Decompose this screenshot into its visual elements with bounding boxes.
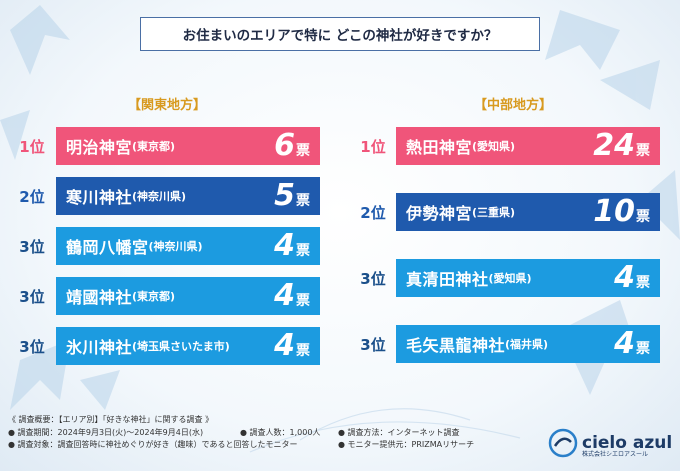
vote-unit: 票 xyxy=(296,343,310,359)
rank-label: 3位 xyxy=(19,238,45,256)
shrine-prefecture: (三重県) xyxy=(472,206,516,219)
shrine-name: 氷川神社 xyxy=(66,338,133,357)
shrine-name: 熱田神宮 xyxy=(406,138,473,157)
shrine-prefecture: (東京都) xyxy=(132,140,176,153)
shrine-name: 毛矢黒龍神社 xyxy=(406,336,506,355)
ranking-bar: 鶴岡八幡宮 (神奈川県) 4 票 xyxy=(56,227,320,265)
rank-label: 1位 xyxy=(19,138,45,156)
rank-label: 2位 xyxy=(19,188,45,206)
shrine-prefecture: (神奈川県) xyxy=(148,240,203,253)
rank-label: 3位 xyxy=(19,338,45,356)
logo-wordmark: cielo azul xyxy=(582,433,673,453)
ranking-bar: 真清田神社 (愛知県) 4 票 xyxy=(396,259,660,297)
logo-company-name: 株式会社シエロアスール xyxy=(582,451,649,458)
shrine-prefecture: (愛知県) xyxy=(472,140,516,153)
question-title: お住まいのエリアで特に どこの神社が好きですか？ xyxy=(182,28,498,44)
ranking-bar: 毛矢黒龍神社 (福井県) 4 票 xyxy=(396,325,660,363)
logo-mark-icon xyxy=(548,428,578,458)
shrine-name: 明治神宮 xyxy=(66,138,133,157)
survey-method: ● 調査方法：インターネット調査 xyxy=(338,427,460,437)
ranking-bar: 靖國神社 (東京都) 4 票 xyxy=(56,277,320,315)
vote-number: 5 xyxy=(274,178,295,213)
survey-period: ● 調査期間：2024年9月3日(火)～2024年9月4日(水) xyxy=(8,427,204,437)
question-title-box: お住まいのエリアで特に どこの神社が好きですか？ xyxy=(140,17,540,51)
shrine-prefecture: (愛知県) xyxy=(488,272,532,285)
shrine-prefecture: (福井県) xyxy=(505,338,549,351)
survey-title: 《 調査概要：【エリア別】「好きな神社」に関する調査 》 xyxy=(8,415,214,424)
shrine-name: 靖國神社 xyxy=(66,288,133,307)
rank-label: 1位 xyxy=(360,138,386,156)
vote-unit: 票 xyxy=(636,209,650,225)
region-label-kanto: 【関東地方】 xyxy=(128,98,207,113)
rank-label: 3位 xyxy=(360,336,386,354)
vote-number: 6 xyxy=(274,128,295,163)
ranking-bar: 明治神宮 (東京都) 6 票 xyxy=(56,127,320,165)
vote-unit: 票 xyxy=(296,193,310,209)
shrine-name: 伊勢神宮 xyxy=(406,204,473,223)
rank-label: 2位 xyxy=(360,204,386,222)
region-label-chubu: 【中部地方】 xyxy=(474,98,553,113)
vote-number: 24 xyxy=(593,128,635,163)
ranking-bar: 熱田神宮 (愛知県) 24 票 xyxy=(396,127,660,165)
survey-provider: ● モニター提供元：PRIZMAリサーチ xyxy=(338,440,475,449)
shrine-name: 鶴岡八幡宮 xyxy=(66,238,149,257)
shrine-name: 真清田神社 xyxy=(406,270,489,289)
vote-count: 24 票 xyxy=(593,131,650,161)
vote-number: 4 xyxy=(274,328,295,363)
rank-label: 3位 xyxy=(19,288,45,306)
rank-label: 3位 xyxy=(360,270,386,288)
cielo-azul-logo: cielo azul 株式会社シエロアスール xyxy=(548,428,672,458)
vote-number: 4 xyxy=(614,326,635,361)
vote-number: 4 xyxy=(274,278,295,313)
ranking-bar: 氷川神社 (埼玉県さいたま市) 4 票 xyxy=(56,327,320,365)
shrine-name: 寒川神社 xyxy=(66,188,133,207)
shrine-prefecture: (神奈川県) xyxy=(132,190,187,203)
vote-number: 4 xyxy=(274,228,295,263)
ranking-bar: 伊勢神宮 (三重県) 10 票 xyxy=(396,193,660,231)
survey-count: ● 調査人数：1,000人 xyxy=(240,427,321,437)
ranking-bar: 寒川神社 (神奈川県) 5 票 xyxy=(56,177,320,215)
vote-unit: 票 xyxy=(296,293,310,309)
survey-notes: 《 調査概要：【エリア別】「好きな神社」に関する調査 》 ● 調査期間：2024… xyxy=(8,414,474,452)
shrine-prefecture: (東京都) xyxy=(132,290,176,303)
vote-unit: 票 xyxy=(636,143,650,159)
vote-unit: 票 xyxy=(296,143,310,159)
survey-target: ● 調査対象：調査回答時に神社めぐりが好き（趣味）であると回答したモニター xyxy=(8,440,298,449)
shrine-prefecture: (埼玉県さいたま市) xyxy=(132,340,230,353)
vote-number: 10 xyxy=(593,194,635,229)
vote-unit: 票 xyxy=(296,243,310,259)
vote-unit: 票 xyxy=(636,341,650,357)
vote-unit: 票 xyxy=(636,275,650,291)
vote-count: 10 票 xyxy=(593,197,650,227)
vote-number: 4 xyxy=(614,260,635,295)
